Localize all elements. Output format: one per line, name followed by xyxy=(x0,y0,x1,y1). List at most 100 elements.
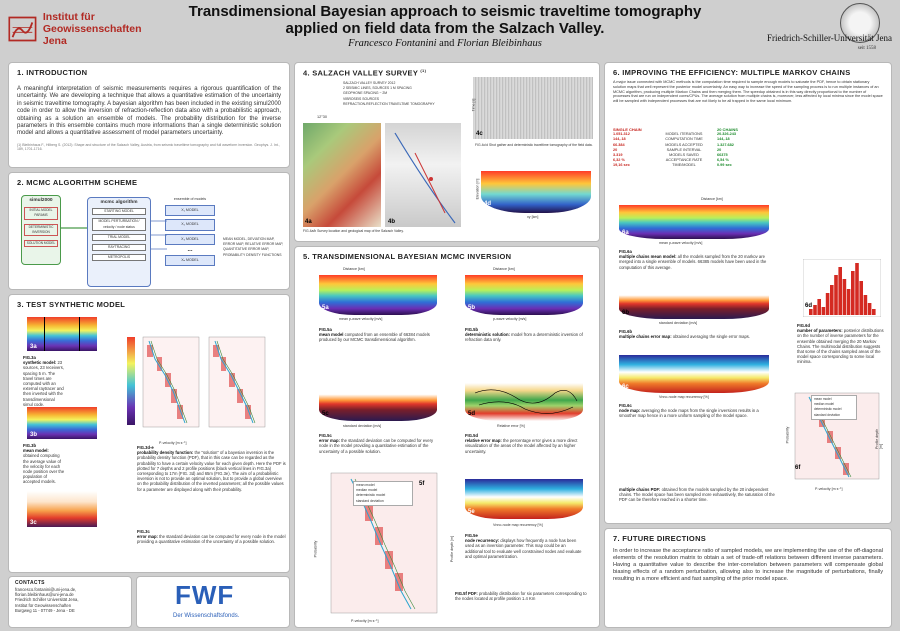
caption-6b-text: obtained averaging the single error maps… xyxy=(672,334,751,340)
salzach-panel: 4. SALZACH VALLEY SURVEY (1) SALZACH VAL… xyxy=(294,62,600,242)
figure-tag-5f: 5f xyxy=(419,481,425,487)
ensemble-block: ensemble of models X₁ MODEL X₂ MODEL X₃ … xyxy=(165,197,215,287)
institute-emblem-icon xyxy=(8,16,37,42)
caption-3de-text: the "solution" of a bayesian inversion i… xyxy=(137,450,286,492)
caption-3b-title: FIG.3b xyxy=(23,443,37,448)
stat-label: MODELS ACCEPTED xyxy=(665,142,703,147)
fig5e-plot: 5e xyxy=(465,479,583,519)
university-name: Friedrich-Schiller-Universität Jena xyxy=(766,33,892,43)
histogram-bar xyxy=(809,309,813,315)
single-chain-value: 3.319 xyxy=(613,153,623,158)
figure-tag-6c: 6c xyxy=(622,384,629,390)
contacts-title: CONTACTS xyxy=(15,580,45,586)
markov-panel: 6. IMPROVING THE EFFICIENCY: MULTIPLE MA… xyxy=(604,62,892,524)
caption-6c-title: FIG.6c xyxy=(619,403,632,408)
fig6f-legend-1: mean model xyxy=(814,397,832,401)
figure-tag-3c: 3c xyxy=(30,520,37,526)
fig5b-plot: 5b xyxy=(465,275,583,315)
histogram-bar xyxy=(872,309,876,315)
university-since: seit 1558 xyxy=(857,46,876,51)
future-title: 7. FUTURE DIRECTIONS xyxy=(613,534,707,543)
single-chain-value: 1.051.312 xyxy=(613,132,630,137)
multi-chain-value: 20 xyxy=(717,147,722,152)
algorithm-step-5: METROPOLIS xyxy=(92,254,146,262)
figure-tag-5b: 5b xyxy=(468,305,476,311)
caption-6a-title: FIG.6a xyxy=(619,249,632,254)
fig6a-x-label: Distance [km] xyxy=(701,197,723,201)
institute-line-1: Institut für xyxy=(42,11,95,23)
salzach-geology-map: 4b xyxy=(385,123,461,227)
stat-label: ACCEPTANCE RATE xyxy=(665,158,703,163)
ensemble-title: ensemble of models xyxy=(173,197,207,201)
caption-6a-lead: multiple chains mean model: xyxy=(619,254,677,260)
caption-3de-lead: probability density function: xyxy=(137,450,194,456)
author-1: Francesco Fontanini xyxy=(348,38,437,49)
markov-title: 6. IMPROVING THE EFFICIENCY: MULTIPLE MA… xyxy=(613,68,851,77)
intro-panel: 1. INTRODUCTION A meaningful interpretat… xyxy=(8,62,290,168)
contact-email-2[interactable]: florian.bleibinhaus@uni-jena.de xyxy=(15,592,74,598)
contact-university: Friedrich Schiller Universität Jena, xyxy=(15,597,79,603)
contact-institute: Institut für Geowissenschaften xyxy=(15,602,72,608)
synthetic-pdf-plots xyxy=(127,336,266,428)
histogram-bar xyxy=(830,285,834,315)
contact-email-1[interactable]: francesco.fontanini@uni-jena.de, xyxy=(15,587,77,592)
markov-body: A major issue connected with MCMC method… xyxy=(613,80,883,104)
caption-5f-title: FIG.5f xyxy=(455,591,467,596)
fig6d-histogram xyxy=(803,259,881,317)
shot-gather-plot: 4c xyxy=(473,77,593,139)
simul-block: simul2000 INITIAL MODEL PARAMS DETERMINI… xyxy=(21,195,61,265)
salzach-map: 12°30 4a xyxy=(303,115,381,227)
single-chain-value: 66.384 xyxy=(613,142,625,147)
caption-3c-text: the standard deviation can be computed f… xyxy=(137,534,286,545)
synthetic-x-label: P-velocity [m s⁻¹] xyxy=(159,441,187,445)
synthetic-model-plot: 3a xyxy=(27,317,97,351)
fig6f-y-label: Probability xyxy=(785,426,790,444)
caption-3a-title: FIG.3a xyxy=(23,355,36,360)
bayes-title: 5. TRANSDIMENSIONAL BAYESIAN MCMC INVERS… xyxy=(303,252,512,261)
fwf-logo: FWF xyxy=(175,580,235,610)
synthetic-error-map-plot: 3c xyxy=(27,491,97,527)
fig5f-y-label: Probability xyxy=(313,540,318,558)
tomography-x-label: xy [km] xyxy=(527,215,539,219)
ensemble-model-2: X₂ MODEL xyxy=(165,219,215,231)
fig5e-colorbar-label: Vnno-node map recurrency [%] xyxy=(493,523,543,527)
survey-line-icon xyxy=(394,132,456,224)
mcmc-title: 2. MCMC ALGORITHM SCHEME xyxy=(17,178,138,187)
fig6f-legend-4: standard deviation xyxy=(814,412,841,417)
histogram-bar xyxy=(821,307,826,315)
histogram-bar xyxy=(846,289,851,315)
caption-5a-text: computed from an ensemble of 66384 model… xyxy=(319,332,430,343)
caption-6d-title: FIG.6d xyxy=(797,323,811,328)
caption-5a: FIG.5a mean model computed from an ensem… xyxy=(319,327,437,343)
figure-tag-4b: 4b xyxy=(388,219,396,225)
fig6c-colorbar-label: Vnno-node map recurrency [%] xyxy=(659,395,709,399)
caption-5c-title: FIG.5c xyxy=(319,433,332,438)
caption-6c-text: averaging the node maps from the single … xyxy=(619,408,759,419)
fwf-panel: FWF Der Wissenschaftsfonds. xyxy=(136,576,290,628)
fig5f-x-label: P-velocity [m s⁻¹] xyxy=(351,619,379,623)
intro-title: 1. INTRODUCTION xyxy=(17,68,88,77)
stat-label: SAMPLE INTERVAL xyxy=(666,147,702,152)
fig5f-legend: mean model median model deterministic mo… xyxy=(353,481,413,506)
title-line-2: applied on field data from the Salzach V… xyxy=(285,20,605,37)
caption-5e-title: FIG.5e xyxy=(465,533,478,538)
tomography-y-label: Elevation [m] xyxy=(475,178,480,200)
caption-5b-text: model from a deterministic inversion of … xyxy=(465,332,583,343)
simul-title: simul2000 xyxy=(29,198,53,203)
salzach-title-text: 4. SALZACH VALLEY SURVEY xyxy=(303,68,419,78)
caption-3b-lead: mean model: xyxy=(23,448,49,454)
simul-item-3: SOLUTION MODEL xyxy=(24,240,58,248)
caption-5e: FIG.5e node recurrency: displays how fre… xyxy=(465,533,583,559)
poster-title: Transdimensional Bayesian approach to se… xyxy=(175,3,715,37)
figure-tag-6d: 6d xyxy=(805,303,813,309)
figure-tag-5e: 5e xyxy=(468,509,475,515)
caption-3a: FIG.3a synthetic model: 23 sources, 23 r… xyxy=(23,355,65,407)
chain-stats-rows: 1.051.312 MODEL ITERATIONS 20.326.243 144,.… xyxy=(613,132,773,168)
algorithm-title: mcmc algorithm xyxy=(100,200,138,205)
multi-chain-value: 144,.18 xyxy=(717,137,730,142)
figure-tag-4d: 4d xyxy=(484,201,492,207)
fig5f-legend-1: mean model xyxy=(356,483,375,487)
caption-5b-lead: deterministic solution: xyxy=(465,332,510,338)
multi-chain-value: 0.99 sec xyxy=(717,163,732,168)
caption-6f: multiple chains PDF: obtained from the m… xyxy=(619,487,779,503)
